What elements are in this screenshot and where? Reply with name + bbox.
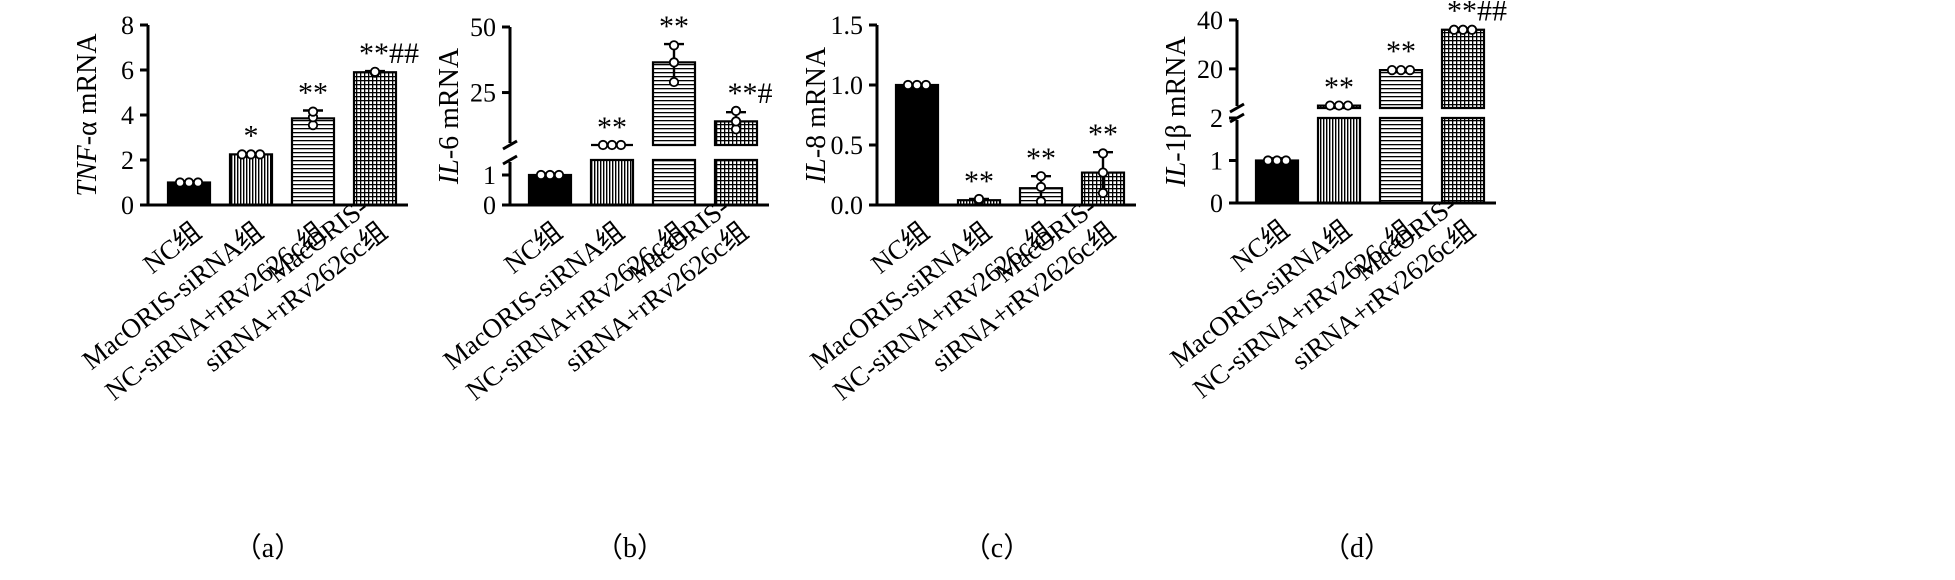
bar [352, 71, 398, 207]
data-point [369, 66, 381, 77]
bar [1316, 104, 1362, 205]
axis-break-mark [1229, 102, 1245, 114]
data-point [192, 177, 204, 188]
y-axis-label: IL-1β mRNA [1161, 36, 1192, 188]
data-point [902, 79, 914, 91]
y-axis-label: IL-8 mRNA [801, 46, 832, 184]
bar [1440, 28, 1486, 205]
y-tick-label: 0.0 [831, 191, 864, 220]
data-point [668, 57, 680, 68]
y-tick-label: 1 [483, 161, 496, 190]
panel-label: （d） [1322, 532, 1392, 564]
y-tick-label: 0 [121, 191, 134, 220]
data-point [730, 116, 742, 127]
y-tick-label: 0 [483, 191, 496, 220]
y-tick-label: 0.5 [831, 131, 864, 160]
y-tick-label: 4 [121, 101, 134, 130]
data-point [1271, 155, 1283, 166]
data-point [1097, 148, 1109, 159]
data-point [1404, 65, 1416, 76]
y-tick-label: 1.5 [831, 11, 864, 40]
significance-label: ** [298, 77, 328, 110]
data-point [535, 169, 547, 181]
data-point [730, 105, 742, 117]
y-tick-label: 1 [1210, 147, 1223, 176]
y-tick-label: 25 [470, 79, 496, 108]
data-point [174, 177, 186, 188]
y-axis-label: TNF-α mRNA [72, 33, 103, 197]
bar [290, 117, 336, 207]
data-point [1097, 167, 1109, 178]
data-point [973, 193, 985, 205]
data-point [1035, 171, 1047, 182]
data-point [911, 79, 923, 91]
significance-label: ** [597, 111, 627, 144]
data-point [553, 169, 565, 181]
y-axis-label: IL-6 mRNA [434, 47, 465, 185]
axis-break-mark [502, 154, 518, 166]
data-point [668, 76, 680, 88]
axis-break-mark [502, 139, 518, 151]
y-tick-label: 50 [470, 13, 496, 42]
data-point [1262, 155, 1274, 166]
significance-label: ** [1324, 71, 1354, 104]
significance-label: **## [359, 37, 419, 70]
y-tick-label: 8 [121, 11, 134, 40]
significance-label: **## [1447, 0, 1507, 28]
y-tick-label: 2 [1210, 104, 1223, 133]
data-point [1342, 100, 1354, 111]
data-point [254, 149, 266, 160]
bar [1254, 159, 1300, 205]
y-tick-label: 20 [1197, 55, 1223, 84]
data-point [307, 106, 319, 117]
significance-label: **# [728, 77, 773, 110]
panel-label: （c） [963, 532, 1031, 564]
data-point [1280, 155, 1292, 166]
bar [651, 61, 697, 207]
bar [589, 143, 635, 207]
bar [894, 83, 940, 207]
data-point [183, 177, 195, 188]
significance-label: ** [1026, 142, 1056, 175]
data-point [1466, 24, 1478, 35]
bar [228, 153, 274, 207]
data-point [1035, 181, 1047, 193]
data-point [544, 169, 556, 181]
y-tick-label: 40 [1197, 6, 1223, 35]
y-tick-label: 1.0 [831, 71, 864, 100]
significance-label: ** [1088, 118, 1118, 151]
significance-label: ** [1386, 35, 1416, 68]
significance-label: ** [659, 10, 689, 43]
significance-label: * [244, 119, 259, 152]
y-tick-label: 2 [121, 146, 134, 175]
data-point [920, 79, 932, 91]
panel-label: （a） [234, 532, 302, 564]
panel-label: （b） [595, 532, 665, 564]
chart-panel-c: ******0.00.51.01.5IL-8 mRNANC组MacORIS-si… [801, 11, 1136, 564]
data-point [668, 40, 680, 51]
data-point [615, 139, 627, 151]
y-tick-label: 0 [1210, 189, 1223, 218]
significance-label: ** [964, 165, 994, 198]
y-tick-label: 6 [121, 56, 134, 85]
data-point [1097, 187, 1109, 199]
bar [1378, 69, 1424, 205]
